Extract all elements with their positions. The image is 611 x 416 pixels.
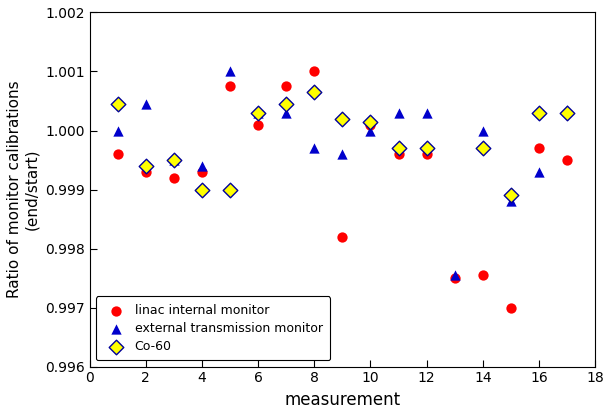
external transmission monitor [112,127,122,134]
linac internal monitor [197,168,207,175]
linac internal monitor [112,151,122,157]
Co-60 [169,157,178,163]
linac internal monitor [422,151,431,157]
Co-60 [534,109,544,116]
external transmission monitor [393,109,403,116]
linac internal monitor [478,272,488,278]
external transmission monitor [365,127,375,134]
Y-axis label: Ratio of monitor calibrations
(end/start): Ratio of monitor calibrations (end/start… [7,81,39,298]
Co-60 [309,89,319,95]
Co-60 [506,192,516,199]
linac internal monitor [365,121,375,128]
external transmission monitor [141,101,150,107]
linac internal monitor [562,157,572,163]
linac internal monitor [337,233,347,240]
external transmission monitor [169,157,178,163]
X-axis label: measurement: measurement [284,391,400,409]
linac internal monitor [281,83,291,89]
Co-60 [281,101,291,107]
Co-60 [337,115,347,122]
Legend: linac internal monitor, external transmission monitor, Co-60: linac internal monitor, external transmi… [96,296,330,360]
linac internal monitor [393,151,403,157]
external transmission monitor [562,106,572,113]
linac internal monitor [141,168,150,175]
linac internal monitor [225,83,235,89]
external transmission monitor [225,68,235,75]
linac internal monitor [534,145,544,151]
linac internal monitor [253,121,263,128]
external transmission monitor [253,109,263,116]
Co-60 [365,118,375,125]
external transmission monitor [450,272,459,278]
external transmission monitor [197,163,207,169]
external transmission monitor [422,109,431,116]
Co-60 [225,186,235,193]
Co-60 [141,163,150,169]
external transmission monitor [534,168,544,175]
external transmission monitor [478,127,488,134]
Co-60 [422,145,431,151]
linac internal monitor [169,174,178,181]
Co-60 [393,145,403,151]
external transmission monitor [337,151,347,157]
external transmission monitor [281,109,291,116]
linac internal monitor [506,304,516,311]
Co-60 [562,109,572,116]
external transmission monitor [309,145,319,151]
linac internal monitor [309,68,319,75]
Co-60 [112,101,122,107]
external transmission monitor [506,198,516,205]
Co-60 [253,109,263,116]
Co-60 [197,186,207,193]
linac internal monitor [450,275,459,281]
Co-60 [478,145,488,151]
